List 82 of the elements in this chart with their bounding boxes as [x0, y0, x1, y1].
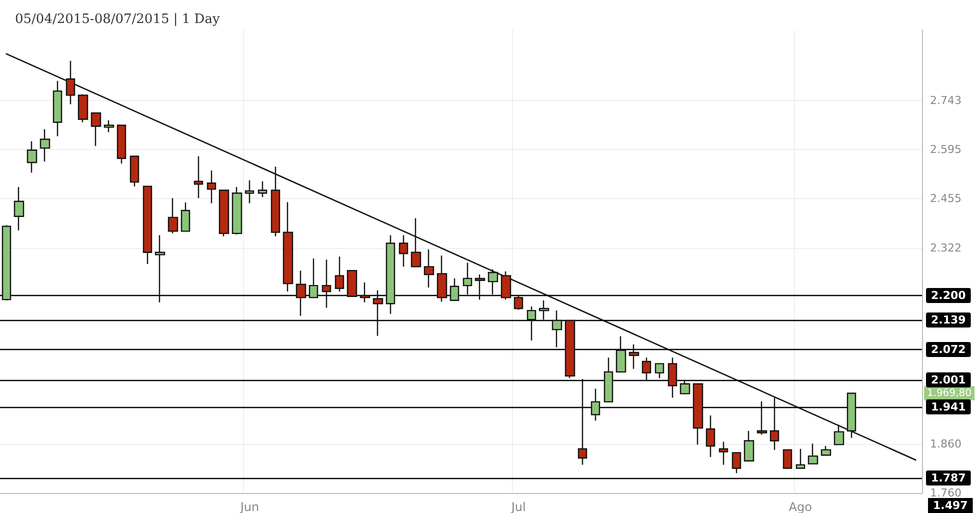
candlestick — [168, 198, 178, 234]
text: 1.969,80 — [927, 388, 972, 399]
candlestick — [564, 320, 576, 379]
candlestick — [500, 270, 512, 300]
candlestick — [756, 400, 768, 436]
candlestick — [770, 397, 780, 450]
y-tick-label: 2.595 — [930, 142, 962, 156]
candlestick — [642, 357, 652, 380]
candlestick — [692, 383, 704, 446]
y-tick-label: 2.743 — [930, 94, 962, 107]
candlestick — [386, 234, 396, 314]
candlestick — [744, 430, 754, 462]
candlestick — [398, 234, 408, 268]
candlestick — [450, 278, 460, 301]
ref-line-label: 2.072 — [931, 342, 966, 356]
candlestick — [258, 180, 268, 198]
candlestick — [194, 156, 204, 199]
y-tick-label: 2.322 — [930, 241, 962, 254]
candlestick — [180, 202, 190, 232]
candlestick — [514, 294, 524, 310]
candlestick — [706, 414, 716, 458]
candlestick — [410, 218, 422, 268]
candlestick — [346, 270, 358, 297]
candlestick — [808, 443, 818, 464]
candlestick — [2, 224, 12, 301]
candlestick — [668, 357, 678, 398]
ref-line-label: 2.200 — [931, 289, 966, 302]
ref-line-label: 2.001 — [931, 373, 966, 386]
candlestick — [820, 445, 832, 456]
candlestick — [270, 166, 280, 238]
candlestick — [334, 256, 344, 292]
candlestick — [628, 344, 640, 370]
candlestick — [206, 170, 216, 204]
candlestick — [462, 262, 472, 295]
candlestick — [14, 186, 24, 232]
candlestick — [834, 424, 844, 446]
candlestick — [308, 258, 318, 298]
candlestick — [78, 94, 88, 123]
candlestick — [90, 112, 102, 147]
candlestick — [142, 186, 152, 265]
candlestick — [578, 378, 588, 466]
candlestick — [552, 310, 562, 348]
candlestick — [282, 202, 294, 292]
candlestick — [782, 449, 792, 469]
ref-line-label: 2.139 — [931, 314, 966, 327]
candlestick — [846, 392, 856, 439]
candlestick — [104, 120, 114, 133]
candlestick — [616, 336, 626, 373]
ref-line-label: 1.787 — [931, 472, 966, 485]
candlestick — [680, 379, 690, 394]
candlestick — [360, 282, 370, 304]
ref-line-label: 1.941 — [931, 400, 966, 414]
candlestick — [718, 441, 728, 466]
candlestick — [116, 124, 126, 164]
candlestick — [26, 140, 38, 174]
candlestick — [322, 259, 332, 308]
candlestick — [296, 270, 306, 316]
candlestick — [218, 190, 230, 238]
y-tick-label: 1.860 — [930, 438, 962, 451]
candlestick — [732, 452, 742, 474]
candlestick — [66, 60, 76, 105]
candlestick — [372, 290, 384, 336]
candlestick — [424, 248, 434, 288]
y-tick-label: 2.455 — [930, 192, 962, 206]
candlestick — [436, 254, 448, 302]
candlestick — [526, 306, 536, 342]
candlestick — [488, 268, 498, 295]
candlestick — [604, 357, 614, 402]
y-tick-label: 1.760 — [930, 486, 962, 500]
chart-title: 05/04/2015-08/07/2015 | 1 Day — [15, 12, 220, 27]
candlestick — [796, 448, 806, 469]
candlestick — [232, 186, 242, 236]
candlestick — [52, 80, 62, 137]
candlestick — [244, 180, 254, 204]
candlestick — [590, 388, 600, 422]
candlestick — [130, 156, 140, 187]
candlestick — [40, 128, 50, 162]
candlestick — [538, 300, 550, 320]
text: 1.497 — [933, 499, 968, 512]
candlestick — [474, 274, 486, 300]
candlestick — [654, 363, 664, 379]
candlestick — [154, 234, 166, 304]
